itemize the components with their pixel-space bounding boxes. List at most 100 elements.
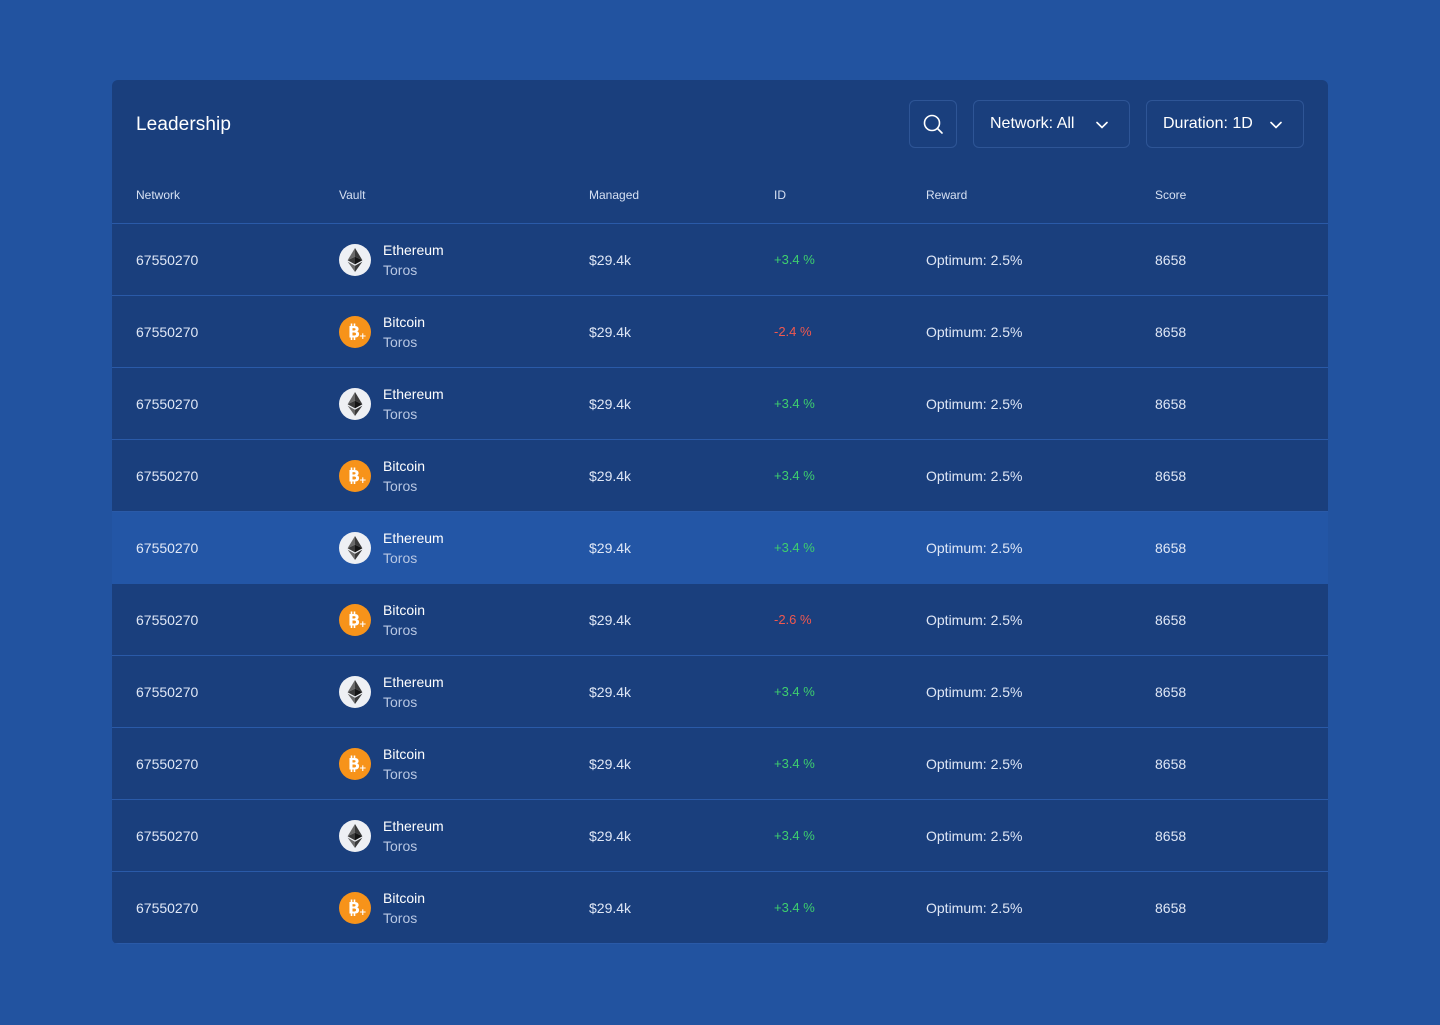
table-body: 67550270 Ethereum Toros $29.4k +3.4 % Optimum… [112, 224, 1328, 944]
svg-text:+: + [359, 620, 366, 630]
score-cell: 8658 [1155, 539, 1187, 556]
vault-provider: Toros [383, 909, 418, 926]
column-header-score[interactable]: Score [1155, 188, 1187, 202]
table-row[interactable]: 67550270 B + Bitcoin Toros $29.4k +3.4 % Optimu… [112, 440, 1328, 512]
reward-cell: Optimum: 2.5% [926, 611, 1023, 628]
network-cell: 67550270 [136, 899, 199, 916]
vault-name: Bitcoin [383, 457, 426, 474]
svg-text:+: + [359, 908, 366, 918]
ethereum-icon [347, 247, 363, 272]
duration-filter-dropdown[interactable]: Duration: 1D [1146, 100, 1304, 148]
vault-name: Bitcoin [383, 889, 426, 906]
change-value: -2.4 % [774, 324, 812, 339]
panel-header: Leadership Network: All Duration: 1D [112, 80, 1328, 176]
vault-cell: Ethereum Toros [339, 512, 444, 583]
search-button[interactable] [909, 100, 957, 148]
column-header-reward[interactable]: Reward [926, 188, 968, 202]
svg-text:B: B [348, 322, 360, 341]
score-cell: 8658 [1155, 467, 1187, 484]
leaderboard-panel: Leadership Network: All Duration: 1D Net… [112, 80, 1328, 944]
id-change-cell: +3.4 % [774, 872, 815, 943]
change-value: +3.4 % [774, 756, 815, 771]
table-row[interactable]: 67550270 B + Bitcoin Toros $29.4k +3.4 % Optimu… [112, 872, 1328, 944]
score-cell: 8658 [1155, 251, 1187, 268]
bitcoin-icon: B+ [348, 322, 366, 342]
vault-cell: Ethereum Toros [339, 368, 444, 439]
network-cell: 67550270 [136, 251, 199, 268]
managed-cell: $29.4k [589, 827, 632, 844]
network-cell: 67550270 [136, 467, 199, 484]
managed-cell: $29.4k [589, 899, 632, 916]
vault-provider: Toros [383, 549, 418, 566]
table-row[interactable]: 67550270 Ethereum Toros $29.4k +3.4 % Optimum… [112, 368, 1328, 440]
table-row[interactable]: 67550270 B + Bitcoin Toros $29.4k -2.4 % Optimu… [112, 296, 1328, 368]
duration-filter-label: Duration: 1D [1163, 115, 1253, 132]
column-header-network[interactable]: Network [136, 188, 181, 202]
score-cell: 8658 [1155, 827, 1187, 844]
ethereum-coin-avatar [339, 387, 371, 420]
column-header-id[interactable]: ID [774, 188, 786, 202]
id-change-cell: +3.4 % [774, 368, 815, 439]
vault-cell: Ethereum Toros [339, 224, 444, 295]
vault-name: Ethereum [383, 385, 444, 402]
network-filter-dropdown[interactable]: Network: All [973, 100, 1130, 148]
vault-provider: Toros [383, 477, 418, 494]
vault-provider: Toros [383, 333, 418, 350]
vault-text: Bitcoin Toros [383, 456, 425, 496]
change-value: -2.6 % [774, 612, 812, 627]
score-cell: 8658 [1155, 683, 1187, 700]
change-value: +3.4 % [774, 468, 815, 483]
table-row[interactable]: 67550270 Ethereum Toros $29.4k +3.4 % Optimum… [112, 656, 1328, 728]
network-cell: 67550270 [136, 683, 199, 700]
table-header: Network Vault Managed ID Reward Score [112, 176, 1328, 224]
table-row[interactable]: 67550270 B + Bitcoin Toros $29.4k +3.4 % Optimu… [112, 728, 1328, 800]
vault-text: Ethereum Toros [383, 528, 444, 568]
network-cell: 67550270 [136, 539, 199, 556]
chevron-down-icon [1270, 121, 1282, 129]
managed-cell: $29.4k [589, 251, 632, 268]
table-row[interactable]: 67550270 Ethereum Toros $29.4k +3.4 % Optimum… [112, 224, 1328, 296]
change-value: +3.4 % [774, 900, 815, 915]
bitcoin-icon: B+ [348, 754, 366, 774]
change-value: +3.4 % [774, 540, 815, 555]
reward-cell: Optimum: 2.5% [926, 467, 1023, 484]
reward-cell: Optimum: 2.5% [926, 539, 1023, 556]
vault-provider: Toros [383, 693, 418, 710]
vault-text: Bitcoin Toros [383, 312, 425, 352]
id-change-cell: +3.4 % [774, 728, 815, 799]
vault-name: Bitcoin [383, 313, 426, 330]
network-cell: 67550270 [136, 323, 199, 340]
id-change-cell: +3.4 % [774, 512, 815, 583]
bitcoin-icon: B+ [348, 466, 366, 486]
bitcoin-coin-avatar: B + [339, 459, 371, 492]
managed-cell: $29.4k [589, 395, 632, 412]
vault-provider: Toros [383, 765, 418, 782]
vault-cell: Ethereum Toros [339, 800, 444, 871]
vault-name: Ethereum [383, 673, 444, 690]
vault-cell: B + Bitcoin Toros [339, 728, 425, 799]
vault-name: Bitcoin [383, 601, 426, 618]
ethereum-coin-avatar [339, 819, 371, 852]
column-header-vault[interactable]: Vault [339, 188, 366, 202]
reward-cell: Optimum: 2.5% [926, 251, 1023, 268]
reward-cell: Optimum: 2.5% [926, 683, 1023, 700]
id-change-cell: +3.4 % [774, 800, 815, 871]
network-cell: 67550270 [136, 755, 199, 772]
vault-name: Ethereum [383, 241, 444, 258]
table-row[interactable]: 67550270 Ethereum Toros $29.4k +3.4 % Optimum… [112, 800, 1328, 872]
table-row[interactable]: 67550270 B + Bitcoin Toros $29.4k -2.6 % Optimu… [112, 584, 1328, 656]
table-row[interactable]: 67550270 Ethereum Toros $29.4k +3.4 % Optimum… [112, 512, 1328, 584]
vault-cell: B + Bitcoin Toros [339, 584, 425, 655]
score-cell: 8658 [1155, 755, 1187, 772]
vault-text: Bitcoin Toros [383, 600, 425, 640]
vault-cell: B + Bitcoin Toros [339, 296, 425, 367]
vault-text: Ethereum Toros [383, 672, 444, 712]
vault-cell: B + Bitcoin Toros [339, 872, 425, 943]
vault-provider: Toros [383, 405, 418, 422]
column-header-managed[interactable]: Managed [589, 188, 640, 202]
managed-cell: $29.4k [589, 467, 632, 484]
managed-cell: $29.4k [589, 755, 632, 772]
score-cell: 8658 [1155, 899, 1187, 916]
vault-name: Bitcoin [383, 745, 426, 762]
network-filter-label: Network: All [990, 115, 1075, 132]
